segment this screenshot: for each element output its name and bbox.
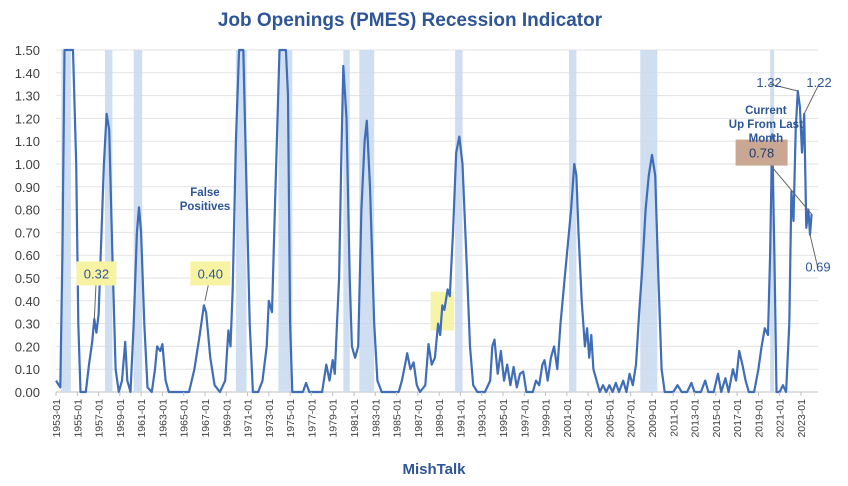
x-tick-label: 2009-01	[647, 399, 659, 438]
x-tick-label: 1989-01	[434, 399, 446, 438]
y-tick-label: 0.70	[15, 225, 40, 240]
recession-band	[104, 50, 113, 392]
x-tick-label: 1977-01	[306, 399, 318, 438]
y-tick-label: 0.90	[15, 180, 40, 195]
y-tick-label: 0.10	[15, 362, 40, 377]
note-text: Up From Last	[729, 119, 803, 131]
x-tick-label: 1955-01	[72, 399, 84, 438]
y-tick-label: 0.30	[15, 317, 40, 332]
x-tick-label: 1961-01	[136, 399, 148, 438]
annotation-label: 0.32	[84, 266, 109, 281]
annotation-label: 1.32	[756, 75, 781, 90]
chart-title: Job Openings (PMES) Recession Indicator	[218, 10, 603, 31]
x-tick-label: 2007-01	[626, 399, 638, 438]
annotation-leader	[768, 83, 798, 92]
recession-band	[359, 50, 375, 392]
x-tick-label: 1999-01	[541, 399, 553, 438]
x-tick-label: 1975-01	[285, 399, 297, 438]
x-tick-label: 1971-01	[243, 399, 255, 438]
x-tick-label: 1979-01	[328, 399, 340, 438]
y-tick-label: 0.50	[15, 271, 40, 286]
x-tick-label: 2005-01	[604, 399, 616, 438]
x-tick-label: 2003-01	[583, 399, 595, 438]
x-tick-label: 2017-01	[732, 399, 744, 438]
note-text: Positives	[180, 201, 231, 213]
x-tick-label: 1993-01	[477, 399, 489, 438]
x-tick-label: 1985-01	[392, 399, 404, 438]
recession-band	[235, 50, 247, 392]
annotation-box	[735, 139, 788, 166]
x-tick-label: 1973-01	[264, 399, 276, 438]
annotation-label: 0.40	[198, 266, 223, 281]
recession-band	[455, 50, 463, 392]
recession-band	[640, 50, 658, 392]
annotations: 0.32 0.40 1.32 1.22 0.78 0.69	[76, 75, 832, 320]
annotation-label: 1.22	[806, 75, 831, 90]
y-tick-label: 0.80	[15, 203, 40, 218]
x-tick-label: 1991-01	[455, 399, 467, 438]
x-tick-label: 1967-01	[200, 399, 212, 438]
y-tick-label: 1.40	[15, 66, 40, 81]
annotation-label: 0.69	[805, 260, 830, 275]
x-tick-label: 1957-01	[94, 399, 106, 438]
x-tick-label: 2011-01	[668, 399, 680, 437]
y-tick-label: 0.60	[15, 248, 40, 263]
y-tick-label: 0.20	[15, 339, 40, 354]
x-tick-labels: 1953-01 1955-01 1957-01 1959-01 1961-01 1963-…	[51, 392, 808, 438]
annotation-label: 0.78	[749, 146, 774, 161]
x-tick-label: 2021-01	[775, 399, 787, 438]
series-line	[55, 48, 813, 394]
recession-band	[568, 50, 577, 392]
recession-band	[343, 50, 350, 392]
x-tick-label: 1953-01	[51, 399, 63, 438]
recession-bands	[61, 50, 775, 392]
x-tick-label: 1987-01	[413, 399, 425, 438]
recession-band	[61, 50, 71, 392]
x-tick-label: 1963-01	[157, 399, 169, 438]
y-tick-labels: 0.00 0.10 0.20 0.30 0.40 0.50 0.60 0.70 0.80 0.90…	[15, 43, 40, 400]
y-tick-label: 1.30	[15, 89, 40, 104]
x-tick-label: 1981-01	[349, 399, 361, 438]
note-text: Month	[749, 133, 783, 145]
annotation-box	[76, 261, 117, 286]
note-text: False	[190, 187, 219, 199]
notes: False Positives Current Up From Last Month	[180, 105, 803, 213]
x-tick-label: 2023-01	[796, 399, 808, 438]
x-tick-label: 1959-01	[115, 399, 127, 438]
x-tick-label: 1965-01	[179, 399, 191, 438]
note-text: Current	[745, 105, 787, 117]
y-tick-label: 1.20	[15, 111, 40, 126]
annotation-leader	[803, 83, 820, 115]
x-tick-label: 1997-01	[519, 399, 531, 438]
y-tick-label: 1.10	[15, 134, 40, 149]
y-tick-label: 1.00	[15, 157, 40, 172]
x-tick-label: 1983-01	[370, 399, 382, 438]
x-tick-label: 2001-01	[562, 399, 574, 438]
x-tick-label: 1969-01	[221, 399, 233, 438]
x-tick-label: 1995-01	[498, 399, 510, 438]
recession-band	[770, 50, 775, 392]
series-line-group	[55, 48, 813, 394]
x-tick-label: 2015-01	[711, 399, 723, 438]
x-tick-label: 2019-01	[753, 399, 765, 438]
x-axis-label: MishTalk	[402, 461, 466, 478]
annotation-box	[190, 261, 231, 286]
y-tick-label: 0.40	[15, 294, 40, 309]
y-tick-label: 1.50	[15, 43, 40, 58]
y-tick-label: 0.00	[15, 385, 40, 400]
annotation-leader	[809, 234, 819, 269]
x-tick-label: 2013-01	[690, 399, 702, 438]
